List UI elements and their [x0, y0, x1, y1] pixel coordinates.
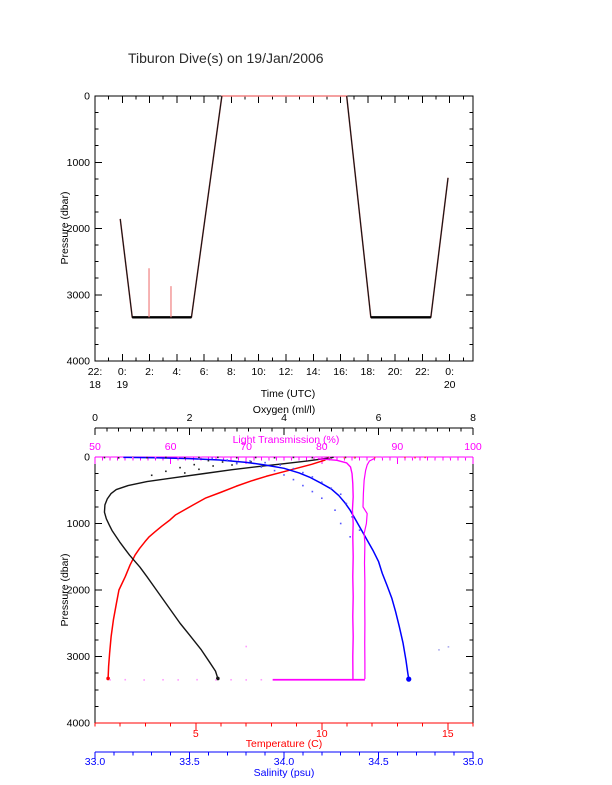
time-axis-title: Time (UTC)	[261, 388, 315, 400]
time-tick-label: 20:	[388, 366, 403, 378]
time-tick-label: 0:	[118, 366, 127, 378]
track-black-dive2	[346, 95, 449, 318]
temperature-tick-label: 5	[193, 728, 199, 740]
time-tick-label: 14:	[306, 366, 321, 378]
light-transmission-line-a	[317, 457, 354, 680]
salinity-axis: 33.0 33.5 34.0 34.5 35.0	[85, 751, 484, 768]
light-tick-label: 60	[165, 441, 177, 453]
pressure-axis-title-bottom-plot: Pressure (dbar)	[59, 554, 71, 627]
temperature-tick-label: 10	[316, 728, 328, 740]
pressure-tick-label: 3000	[67, 651, 91, 663]
time-axis-ticks: 22: 0: 2: 4: 6: 8: 10: 12: 14: 16: 18: 20: 22: 0:	[88, 96, 464, 378]
time-tick-label: 6:	[200, 366, 209, 378]
track-black-dive1	[119, 95, 223, 318]
pressure-tick-label: 4000	[67, 356, 91, 368]
pressure-axis-title-top-plot: Pressure (dbar)	[59, 192, 71, 265]
day-tick-label: 19	[116, 379, 128, 391]
pressure-tick-label: 2000	[67, 223, 91, 235]
pressure-tick-label: 0	[84, 91, 90, 103]
salinity-tick-label: 34.5	[368, 756, 389, 768]
oxygen-axis-title: Oxygen (ml/l)	[253, 404, 315, 416]
track-red	[119, 95, 449, 319]
light-tick-label: 90	[392, 441, 404, 453]
pressure-axis-ticks: 0 1000 2000 3000 4000	[67, 452, 473, 730]
oxygen-tick-label: 8	[470, 412, 476, 424]
pressure-tick-label: 1000	[67, 157, 91, 169]
oxygen-tick-label: 2	[187, 412, 193, 424]
time-tick-label: 16:	[333, 366, 348, 378]
temperature-tick-label: 15	[442, 728, 454, 740]
day-tick-label: 20	[444, 379, 456, 391]
top-plot-frame	[94, 95, 474, 362]
temperature-axis-title: Temperature (C)	[246, 738, 322, 750]
salinity-profile	[123, 456, 410, 680]
salinity-tick-label: 33.5	[179, 756, 200, 768]
light-tick-label: 70	[240, 441, 252, 453]
time-tick-label: 12:	[279, 366, 294, 378]
salinity-tick-label: 35.0	[463, 756, 484, 768]
salinity-axis-title: Salinity (psu)	[254, 767, 315, 779]
temperature-profile	[107, 456, 330, 679]
salinity-halocline-scatter	[198, 457, 361, 538]
pressure-tick-label: 2000	[67, 585, 91, 597]
pressure-axis-ticks: 0 1000 2000 3000 4000	[67, 91, 473, 368]
light-surface-scatter	[109, 456, 467, 459]
oxygen-axis: 0 2 4 6 8	[92, 412, 476, 435]
light-tick-label: 100	[464, 441, 482, 453]
oxygen-tick-label: 6	[376, 412, 382, 424]
ctd-profile-plot: 0 1000 2000 3000 4000 0 2 4 6 8 50 60 70 80 90 100 5 10 15…	[67, 412, 484, 768]
time-tick-label: 4:	[172, 366, 181, 378]
time-tick-label: 2:	[145, 366, 154, 378]
salinity-tick-label: 34.0	[274, 756, 295, 768]
temperature-axis: 5 10 15	[94, 722, 474, 740]
time-tick-label: 18:	[361, 366, 376, 378]
pressure-tick-label: 4000	[67, 718, 91, 730]
deep-stray-scatter	[438, 646, 450, 651]
oxygen-profile	[103, 456, 334, 679]
oxygen-tick-label: 0	[92, 412, 98, 424]
salinity-profile-end-dot	[406, 676, 412, 682]
figure-title: Tiburon Dive(s) on 19/Jan/2006	[128, 50, 324, 66]
salinity-tick-label: 33.0	[85, 756, 106, 768]
pressure-tick-label: 0	[84, 452, 90, 464]
oxygen-tick-label: 4	[281, 412, 287, 424]
bottom-plot-frame	[94, 457, 474, 723]
light-tick-label: 80	[316, 441, 328, 453]
time-tick-label: 22:	[88, 366, 103, 378]
pressure-tick-label: 1000	[67, 518, 91, 530]
temperature-profile-end-dot	[106, 676, 110, 681]
time-tick-label: 0:	[445, 366, 454, 378]
pressure-tick-label: 3000	[67, 289, 91, 301]
day-tick-label: 18	[89, 379, 101, 391]
light-bottom-scatter	[109, 645, 263, 681]
time-tick-label: 10:	[251, 366, 266, 378]
oxygen-profile-end-dot	[216, 676, 220, 681]
light-transmission-line-b	[362, 457, 375, 680]
light-axis: 50 60 70 80 90 100	[89, 441, 482, 464]
time-tick-label: 22:	[415, 366, 430, 378]
light-tick-label: 50	[89, 441, 101, 453]
temperature-surface-scatter	[343, 456, 426, 459]
time-tick-label: 8:	[227, 366, 236, 378]
light-transmission-axis-title: Light Transmission (%)	[233, 434, 340, 446]
